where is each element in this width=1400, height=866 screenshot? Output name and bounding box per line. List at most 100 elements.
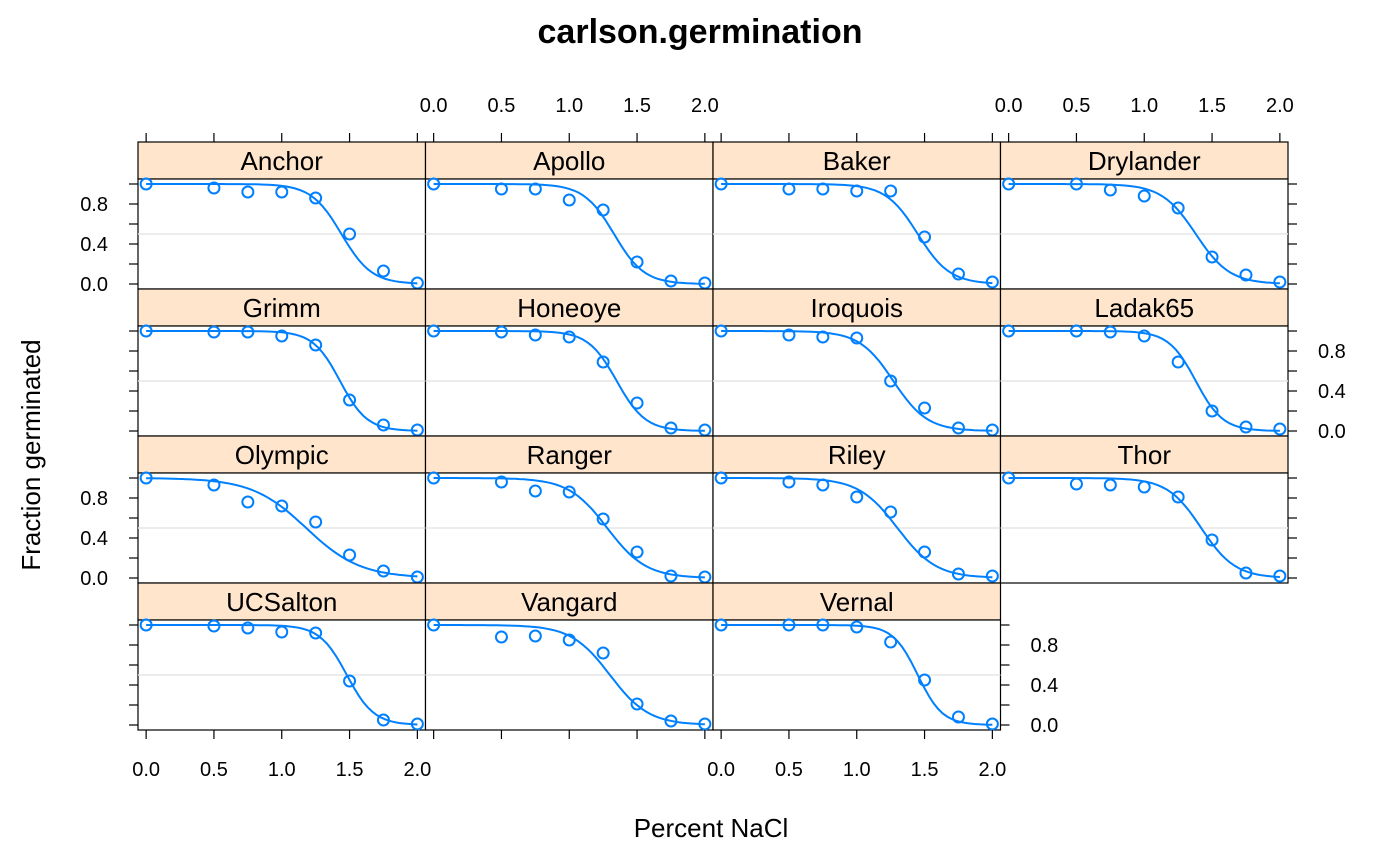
fit-curve (721, 624, 993, 726)
data-point (714, 618, 728, 632)
data-point (528, 484, 542, 498)
data-point (275, 185, 289, 199)
fit-curve (433, 477, 705, 579)
strip (999, 435, 1289, 474)
data-point (427, 618, 441, 632)
x-tick-label: 0.5 (200, 759, 228, 781)
x-tick-label: 0.0 (420, 95, 448, 117)
x-tick-label: 1.5 (1198, 95, 1226, 117)
panel-vernal: Vernal (712, 582, 1002, 731)
data-point (376, 564, 390, 578)
data-point (816, 330, 830, 344)
chart-title: carlson.germination (538, 13, 863, 51)
data-point (207, 619, 221, 633)
data-point (1171, 490, 1185, 504)
x-tick-label: 1.5 (336, 759, 364, 781)
y-tick-label: 0.0 (80, 274, 108, 296)
y-tick-label: 0.4 (80, 528, 108, 550)
data-point (782, 328, 796, 342)
data-point (782, 182, 796, 196)
x-tick-label: 1.0 (555, 95, 583, 117)
panel-grimm: Grimm (137, 288, 427, 437)
data-point (410, 717, 424, 731)
data-point (1273, 569, 1287, 583)
axes: 0.0 0.5 1.0 1.5 2.0 0.0 0.5 1.0 1.5 2.0 0.0 0.5 1.0 1… (80, 95, 1346, 781)
data-point (630, 255, 644, 269)
data-point (884, 374, 898, 388)
strip-label: Apollo (533, 146, 605, 176)
panel-vangard: Vangard (424, 582, 714, 731)
data-point (1137, 189, 1151, 203)
data-point (207, 181, 221, 195)
data-point (1002, 471, 1016, 485)
data-point (1103, 478, 1117, 492)
data-point (275, 625, 289, 639)
x-tick-label: 0.5 (1063, 95, 1091, 117)
data-point (376, 264, 390, 278)
data-point (241, 325, 255, 339)
data-point (985, 569, 999, 583)
data-point (309, 191, 323, 205)
data-point (1002, 324, 1016, 338)
data-point (850, 620, 864, 634)
data-point (494, 630, 508, 644)
data-point (343, 548, 357, 562)
strip (137, 582, 427, 621)
strip-label: Baker (823, 146, 891, 176)
data-point (528, 182, 542, 196)
data-point (698, 717, 712, 731)
strip-label: Vernal (820, 587, 894, 617)
data-point (951, 267, 965, 281)
data-point (343, 227, 357, 241)
data-point (782, 475, 796, 489)
strip-label: Anchor (241, 146, 324, 176)
data-point (985, 275, 999, 289)
data-point (918, 545, 932, 559)
x-tick-label: 1.5 (911, 759, 939, 781)
data-point (1171, 201, 1185, 215)
y-tick-label: 0.8 (80, 488, 108, 510)
y-tick-label: 0.0 (1318, 421, 1346, 443)
strip (424, 141, 714, 180)
x-tick-label: 1.0 (268, 759, 296, 781)
fit-curve (721, 330, 993, 432)
data-point (951, 567, 965, 581)
data-point (816, 478, 830, 492)
data-point (884, 505, 898, 519)
strip-label: Drylander (1088, 146, 1201, 176)
y-tick-label: 0.4 (1031, 675, 1059, 697)
data-point (664, 714, 678, 728)
data-point (241, 621, 255, 635)
strip-label: Iroquois (811, 293, 904, 323)
data-point (275, 329, 289, 343)
x-tick-label: 1.0 (843, 759, 871, 781)
panel-ranger: Ranger (424, 435, 714, 584)
data-point (918, 673, 932, 687)
x-tick-label: 0.0 (707, 759, 735, 781)
x-tick-label: 0.0 (995, 95, 1023, 117)
data-point (1205, 250, 1219, 264)
data-point (494, 325, 508, 339)
data-point (207, 478, 221, 492)
data-point (562, 485, 576, 499)
data-point (241, 185, 255, 199)
data-point (1137, 329, 1151, 343)
x-tick-label: 0.5 (775, 759, 803, 781)
strip-label: Riley (828, 440, 886, 470)
data-point (714, 471, 728, 485)
data-point (1273, 275, 1287, 289)
fit-curve (146, 477, 418, 578)
data-point (630, 545, 644, 559)
panel-iroquois: Iroquois (712, 288, 1002, 437)
panel-ucsalton: UCSalton (137, 582, 427, 731)
data-point (630, 396, 644, 410)
data-point (528, 328, 542, 342)
data-point (1069, 477, 1083, 491)
data-point (816, 618, 830, 632)
data-point (664, 569, 678, 583)
data-point (562, 193, 576, 207)
data-point (343, 674, 357, 688)
data-point (985, 717, 999, 731)
data-point (1103, 325, 1117, 339)
